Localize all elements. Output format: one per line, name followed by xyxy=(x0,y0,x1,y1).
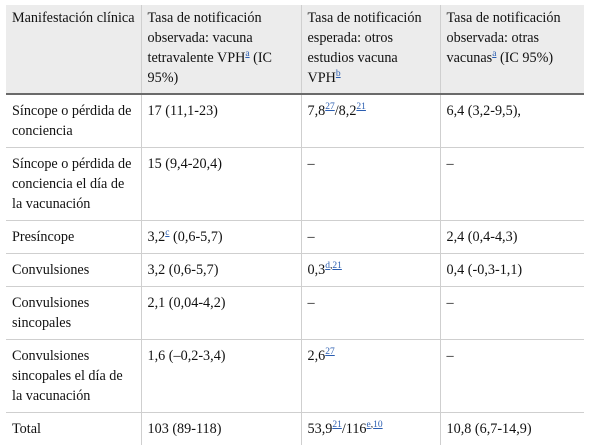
cell-text: – xyxy=(447,156,454,172)
manifestation-cell: Total xyxy=(6,413,141,445)
manifestation-cell: Convulsiones xyxy=(6,254,141,287)
cell-text: /8,2 xyxy=(335,103,357,119)
cell-text: Presíncope xyxy=(12,229,74,245)
cell-text: 1,6 (–0,2-3,4) xyxy=(148,348,226,364)
cell-text: 17 (11,1-23) xyxy=(148,103,218,119)
notification-rates-table: Manifestación clínica Tasa de notificaci… xyxy=(6,5,584,445)
reference-superscript: 27 xyxy=(325,102,335,112)
header-cell-clinical-manifestation: Manifestación clínica xyxy=(6,5,141,94)
expected-rate-cell: 2,627 xyxy=(301,340,440,413)
cell-text: Manifestación clínica xyxy=(12,10,135,26)
cell-text: – xyxy=(308,295,315,311)
cell-text: 2,6 xyxy=(308,348,326,364)
cell-text: – xyxy=(447,348,454,364)
reference-superscript: 21 xyxy=(332,261,342,271)
header-row: Manifestación clínica Tasa de notificaci… xyxy=(6,5,584,94)
cell-text: Convulsiones sincopales xyxy=(12,295,89,331)
cell-text: 15 (9,4-20,4) xyxy=(148,156,222,172)
table-row: Síncope o pérdida de conciencia el día d… xyxy=(6,148,584,221)
other-vaccines-rate-cell: – xyxy=(440,287,584,340)
table-body: Síncope o pérdida de conciencia 17 (11,1… xyxy=(6,94,584,445)
cell-text: – xyxy=(308,156,315,172)
table-row: Convulsiones 3,2 (0,6-5,7) 0,3d,21 0,4 (… xyxy=(6,254,584,287)
cell-text: /116 xyxy=(342,421,367,437)
reference-link[interactable]: 21 xyxy=(332,420,342,430)
observed-rate-cell: 17 (11,1-23) xyxy=(141,94,301,148)
cell-text: 2,1 (0,04-4,2) xyxy=(148,295,226,311)
reference-superscript: 21 xyxy=(356,102,366,112)
other-vaccines-rate-cell: – xyxy=(440,340,584,413)
header-cell-expected-rate-other-studies: Tasa de notificación esperada: otros est… xyxy=(301,5,440,94)
header-cell-observed-rate-tetravalent: Tasa de notificación observada: vacuna t… xyxy=(141,5,301,94)
other-vaccines-rate-cell: 2,4 (0,4-4,3) xyxy=(440,221,584,254)
cell-text: Síncope o pérdida de conciencia xyxy=(12,103,131,139)
cell-text: 10,8 (6,7-14,9) xyxy=(447,421,532,437)
observed-rate-cell: 103 (89-118) xyxy=(141,413,301,445)
other-vaccines-rate-cell: 10,8 (6,7-14,9) xyxy=(440,413,584,445)
reference-superscript: 10 xyxy=(373,420,383,430)
reference-superscript: b xyxy=(336,69,341,79)
cell-text: Síncope o pérdida de conciencia el día d… xyxy=(12,156,131,212)
cell-text: Convulsiones xyxy=(12,262,89,278)
observed-rate-cell: 3,2c (0,6-5,7) xyxy=(141,221,301,254)
reference-superscript: 27 xyxy=(325,347,335,357)
reference-link[interactable]: 27 xyxy=(325,347,335,357)
table-row: Presíncope 3,2c (0,6-5,7) – 2,4 (0,4-4,3… xyxy=(6,221,584,254)
cell-text: 0,4 (-0,3-1,1) xyxy=(447,262,523,278)
cell-text: 103 (89-118) xyxy=(148,421,222,437)
other-vaccines-rate-cell: 0,4 (-0,3-1,1) xyxy=(440,254,584,287)
manifestation-cell: Síncope o pérdida de conciencia el día d… xyxy=(6,148,141,221)
expected-rate-cell: – xyxy=(301,287,440,340)
cell-text: (IC 95%) xyxy=(496,50,553,66)
expected-rate-cell: 0,3d,21 xyxy=(301,254,440,287)
reference-superscript: 21 xyxy=(332,420,342,430)
expected-rate-cell: – xyxy=(301,148,440,221)
observed-rate-cell: 15 (9,4-20,4) xyxy=(141,148,301,221)
reference-link[interactable]: 27 xyxy=(325,102,335,112)
table-row: Convulsiones sincopales el día de la vac… xyxy=(6,340,584,413)
expected-rate-cell: 53,921/116e,10 xyxy=(301,413,440,445)
other-vaccines-rate-cell: – xyxy=(440,148,584,221)
reference-link[interactable]: 21 xyxy=(356,102,366,112)
cell-text: Convulsiones sincopales el día de la vac… xyxy=(12,348,123,404)
cell-text: 3,2 xyxy=(148,229,166,245)
cell-text: 2,4 (0,4-4,3) xyxy=(447,229,518,245)
table-header: Manifestación clínica Tasa de notificaci… xyxy=(6,5,584,94)
table-row: Convulsiones sincopales 2,1 (0,04-4,2) –… xyxy=(6,287,584,340)
reference-link[interactable]: 21 xyxy=(332,261,342,271)
observed-rate-cell: 2,1 (0,04-4,2) xyxy=(141,287,301,340)
manifestation-cell: Convulsiones sincopales xyxy=(6,287,141,340)
cell-text: – xyxy=(308,229,315,245)
cell-text: 53,9 xyxy=(308,421,333,437)
observed-rate-cell: 1,6 (–0,2-3,4) xyxy=(141,340,301,413)
other-vaccines-rate-cell: 6,4 (3,2-9,5), xyxy=(440,94,584,148)
cell-text: (0,6-5,7) xyxy=(169,229,222,245)
cell-text: Total xyxy=(12,421,41,437)
table-row-total: Total 103 (89-118) 53,921/116e,10 10,8 (… xyxy=(6,413,584,445)
reference-link[interactable]: 10 xyxy=(373,420,383,430)
table-row: Síncope o pérdida de conciencia 17 (11,1… xyxy=(6,94,584,148)
cell-text: – xyxy=(447,295,454,311)
expected-rate-cell: – xyxy=(301,221,440,254)
cell-text: 3,2 (0,6-5,7) xyxy=(148,262,219,278)
cell-text: 6,4 (3,2-9,5), xyxy=(447,103,521,119)
reference-link[interactable]: b xyxy=(336,69,341,79)
manifestation-cell: Presíncope xyxy=(6,221,141,254)
header-cell-observed-rate-other-vaccines: Tasa de notificación observada: otras va… xyxy=(440,5,584,94)
cell-text: 7,8 xyxy=(308,103,326,119)
cell-text: 0,3 xyxy=(308,262,326,278)
observed-rate-cell: 3,2 (0,6-5,7) xyxy=(141,254,301,287)
expected-rate-cell: 7,827/8,221 xyxy=(301,94,440,148)
manifestation-cell: Convulsiones sincopales el día de la vac… xyxy=(6,340,141,413)
manifestation-cell: Síncope o pérdida de conciencia xyxy=(6,94,141,148)
cell-text: Tasa de notificación esperada: otros est… xyxy=(308,10,422,86)
